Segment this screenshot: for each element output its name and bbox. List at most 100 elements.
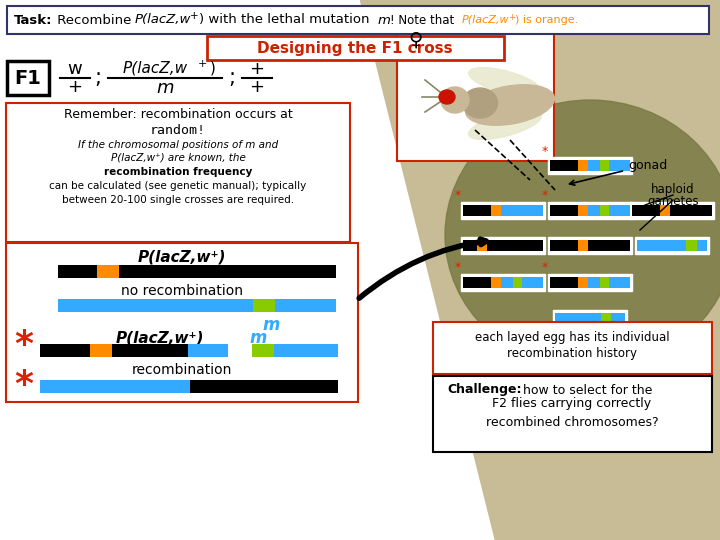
Polygon shape bbox=[395, 0, 720, 540]
Text: *: * bbox=[455, 190, 461, 202]
Text: F1: F1 bbox=[14, 69, 42, 87]
FancyBboxPatch shape bbox=[588, 159, 600, 171]
FancyBboxPatch shape bbox=[548, 237, 632, 253]
Polygon shape bbox=[360, 0, 720, 540]
Text: *: * bbox=[14, 368, 34, 402]
FancyBboxPatch shape bbox=[600, 276, 609, 287]
FancyBboxPatch shape bbox=[588, 276, 600, 287]
FancyBboxPatch shape bbox=[600, 313, 611, 323]
Text: *: * bbox=[14, 328, 34, 362]
Text: *: * bbox=[455, 261, 461, 274]
Text: ) is orange.: ) is orange. bbox=[515, 15, 578, 25]
FancyBboxPatch shape bbox=[190, 380, 338, 393]
FancyBboxPatch shape bbox=[461, 201, 545, 219]
FancyBboxPatch shape bbox=[522, 276, 543, 287]
FancyBboxPatch shape bbox=[550, 240, 578, 251]
FancyBboxPatch shape bbox=[7, 61, 49, 95]
Text: Designing the F1 cross: Designing the F1 cross bbox=[257, 40, 453, 56]
FancyBboxPatch shape bbox=[40, 344, 188, 357]
Text: how to select for the: how to select for the bbox=[519, 383, 652, 396]
Ellipse shape bbox=[462, 88, 498, 118]
FancyBboxPatch shape bbox=[550, 159, 578, 171]
FancyBboxPatch shape bbox=[550, 205, 578, 215]
Text: recombination: recombination bbox=[132, 363, 232, 377]
FancyBboxPatch shape bbox=[461, 237, 545, 253]
FancyBboxPatch shape bbox=[600, 159, 609, 171]
FancyBboxPatch shape bbox=[58, 299, 336, 312]
FancyBboxPatch shape bbox=[97, 265, 119, 278]
FancyBboxPatch shape bbox=[550, 276, 578, 287]
FancyBboxPatch shape bbox=[463, 240, 477, 251]
Text: m: m bbox=[262, 316, 279, 334]
Text: +: + bbox=[197, 59, 207, 69]
Text: +: + bbox=[250, 78, 264, 96]
FancyBboxPatch shape bbox=[491, 276, 500, 287]
Text: random!: random! bbox=[150, 124, 206, 137]
FancyBboxPatch shape bbox=[609, 276, 630, 287]
FancyBboxPatch shape bbox=[578, 276, 588, 287]
Text: recombined chromosomes?: recombined chromosomes? bbox=[486, 415, 658, 429]
Text: ): ) bbox=[210, 60, 216, 76]
FancyBboxPatch shape bbox=[588, 205, 600, 215]
FancyBboxPatch shape bbox=[477, 240, 487, 251]
Text: Remember: recombination occurs at: Remember: recombination occurs at bbox=[63, 109, 292, 122]
Text: can be calculated (see genetic manual); typically: can be calculated (see genetic manual); … bbox=[50, 181, 307, 191]
Text: each layed egg has its individual: each layed egg has its individual bbox=[474, 330, 670, 343]
FancyBboxPatch shape bbox=[548, 201, 632, 219]
FancyBboxPatch shape bbox=[588, 240, 630, 251]
Text: *: * bbox=[542, 190, 548, 202]
FancyBboxPatch shape bbox=[523, 205, 543, 215]
FancyBboxPatch shape bbox=[253, 299, 275, 312]
Text: +: + bbox=[68, 78, 83, 96]
FancyBboxPatch shape bbox=[548, 157, 632, 173]
FancyBboxPatch shape bbox=[632, 205, 660, 215]
Text: gonad: gonad bbox=[570, 159, 667, 185]
FancyBboxPatch shape bbox=[487, 240, 543, 251]
FancyBboxPatch shape bbox=[600, 205, 609, 215]
FancyBboxPatch shape bbox=[58, 265, 336, 278]
Text: *: * bbox=[542, 261, 548, 274]
Text: P(lacZ,w⁺) are known, the: P(lacZ,w⁺) are known, the bbox=[111, 153, 246, 163]
Text: m: m bbox=[378, 14, 391, 26]
Ellipse shape bbox=[466, 85, 554, 125]
Text: P(lacZ,w: P(lacZ,w bbox=[462, 15, 510, 25]
Text: F2 flies carrying correctly: F2 flies carrying correctly bbox=[492, 397, 652, 410]
Text: ! Note that: ! Note that bbox=[390, 14, 458, 26]
FancyBboxPatch shape bbox=[611, 313, 625, 323]
FancyBboxPatch shape bbox=[635, 237, 709, 253]
Text: ♀: ♀ bbox=[408, 30, 422, 50]
FancyBboxPatch shape bbox=[696, 240, 707, 251]
Text: haploid: haploid bbox=[651, 184, 695, 197]
Ellipse shape bbox=[441, 87, 469, 113]
FancyBboxPatch shape bbox=[578, 205, 588, 215]
Text: w: w bbox=[68, 60, 82, 78]
FancyBboxPatch shape bbox=[548, 273, 632, 291]
Text: P(lacZ,w⁺): P(lacZ,w⁺) bbox=[138, 249, 226, 265]
FancyBboxPatch shape bbox=[670, 205, 712, 215]
FancyBboxPatch shape bbox=[463, 276, 491, 287]
Text: ;: ; bbox=[94, 68, 102, 88]
Text: ) with the lethal mutation: ) with the lethal mutation bbox=[199, 14, 374, 26]
FancyBboxPatch shape bbox=[491, 205, 500, 215]
FancyBboxPatch shape bbox=[555, 313, 600, 323]
FancyBboxPatch shape bbox=[461, 273, 545, 291]
Text: P(lacZ,w: P(lacZ,w bbox=[122, 60, 188, 76]
Text: +: + bbox=[508, 12, 516, 22]
Text: ;: ; bbox=[228, 68, 235, 88]
Polygon shape bbox=[360, 0, 720, 50]
Ellipse shape bbox=[469, 111, 541, 139]
FancyBboxPatch shape bbox=[609, 205, 630, 215]
Text: Task:: Task: bbox=[14, 14, 53, 26]
FancyBboxPatch shape bbox=[433, 376, 712, 452]
Text: m: m bbox=[156, 79, 174, 97]
Text: P(lacZ,w: P(lacZ,w bbox=[135, 14, 192, 26]
Text: between 20-100 single crosses are required.: between 20-100 single crosses are requir… bbox=[62, 195, 294, 205]
FancyBboxPatch shape bbox=[609, 159, 630, 171]
FancyBboxPatch shape bbox=[686, 240, 696, 251]
FancyBboxPatch shape bbox=[7, 6, 709, 34]
Text: recombination history: recombination history bbox=[507, 348, 637, 361]
FancyBboxPatch shape bbox=[500, 205, 523, 215]
FancyBboxPatch shape bbox=[637, 240, 686, 251]
FancyBboxPatch shape bbox=[553, 309, 627, 327]
FancyBboxPatch shape bbox=[207, 36, 504, 60]
